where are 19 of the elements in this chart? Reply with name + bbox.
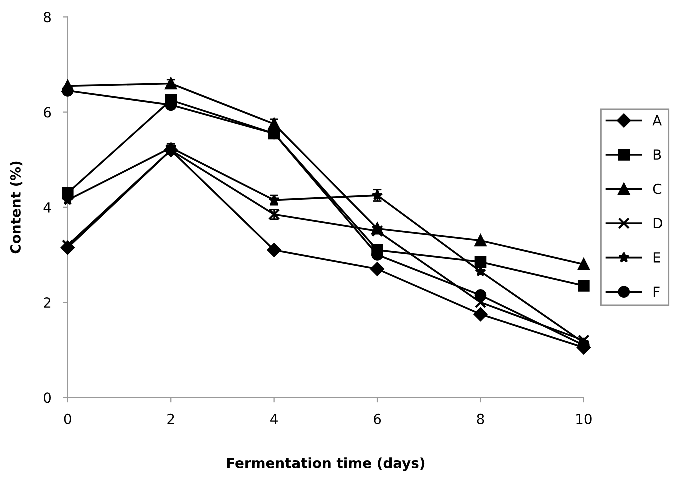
legend-label: D (654, 218, 662, 228)
legend-label: A (652, 115, 662, 126)
legend-label: E (654, 252, 660, 263)
x-axis-title: Fermentation time (days) (227, 458, 425, 472)
y-tick-label: 4 (44, 202, 52, 213)
x-tick-label: 0 (64, 414, 72, 424)
x-tick-label: 6 (374, 414, 382, 424)
x-tick-label: 4 (270, 414, 278, 424)
y-axis-title: Content (%) (10, 162, 23, 254)
y-tick-label: 0 (44, 392, 52, 404)
x-tick-label: 10 (576, 414, 592, 424)
x-tick-label: 8 (477, 414, 484, 424)
y-tick-label: 8 (44, 12, 51, 23)
x-tick-label: 2 (168, 414, 174, 424)
legend-label: B (654, 150, 662, 160)
y-tick-label: 6 (44, 107, 52, 118)
y-tick-label: 2 (44, 298, 51, 308)
legend-label: C (653, 184, 662, 194)
legend-label: F (654, 286, 660, 297)
